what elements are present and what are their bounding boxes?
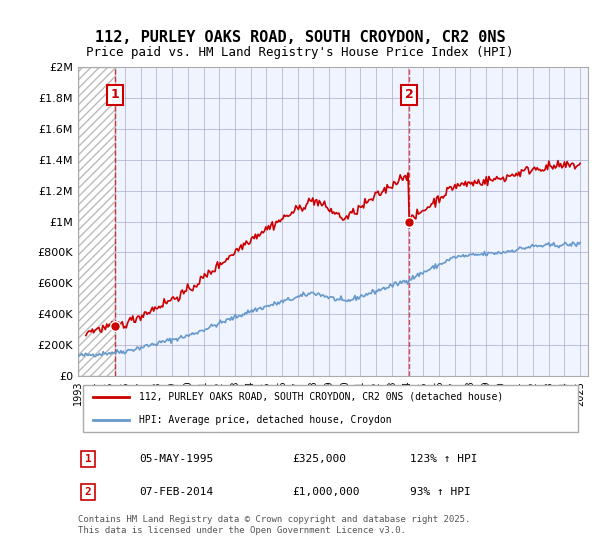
Text: 1: 1 (85, 454, 92, 464)
Text: 112, PURLEY OAKS ROAD, SOUTH CROYDON, CR2 0NS (detached house): 112, PURLEY OAKS ROAD, SOUTH CROYDON, CR… (139, 391, 503, 402)
Text: 112, PURLEY OAKS ROAD, SOUTH CROYDON, CR2 0NS: 112, PURLEY OAKS ROAD, SOUTH CROYDON, CR… (95, 30, 505, 45)
Text: Price paid vs. HM Land Registry's House Price Index (HPI): Price paid vs. HM Land Registry's House … (86, 46, 514, 59)
Text: £325,000: £325,000 (292, 454, 346, 464)
Text: 93% ↑ HPI: 93% ↑ HPI (409, 487, 470, 497)
Text: 2: 2 (405, 88, 413, 101)
Text: 123% ↑ HPI: 123% ↑ HPI (409, 454, 477, 464)
Text: Contains HM Land Registry data © Crown copyright and database right 2025.
This d: Contains HM Land Registry data © Crown c… (78, 515, 470, 535)
FancyBboxPatch shape (83, 385, 578, 432)
Text: 2: 2 (85, 487, 92, 497)
Text: 07-FEB-2014: 07-FEB-2014 (139, 487, 214, 497)
Bar (78, 67, 115, 376)
Text: 05-MAY-1995: 05-MAY-1995 (139, 454, 214, 464)
Text: £1,000,000: £1,000,000 (292, 487, 360, 497)
Text: HPI: Average price, detached house, Croydon: HPI: Average price, detached house, Croy… (139, 415, 392, 425)
Text: 1: 1 (110, 88, 119, 101)
